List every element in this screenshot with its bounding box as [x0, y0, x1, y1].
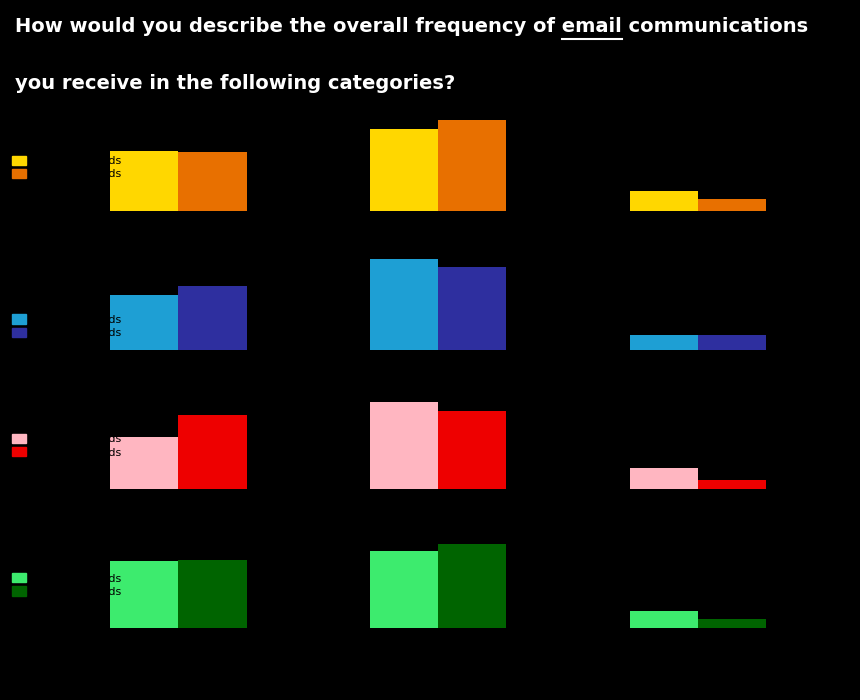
Text: How would you describe the overall frequency of email communications: How would you describe the overall frequ… — [15, 17, 808, 36]
Legend: 18-34-year-olds, 35-49-year-olds: 18-34-year-olds, 35-49-year-olds — [12, 434, 122, 458]
Text: 39.6%: 39.6% — [192, 272, 233, 285]
Text: How would you describe the overall frequency of: How would you describe the overall frequ… — [15, 17, 562, 36]
Bar — [370, 259, 438, 350]
Text: 51.2%: 51.2% — [452, 253, 493, 266]
Bar — [630, 468, 697, 489]
Bar — [630, 191, 697, 211]
Bar — [697, 335, 766, 350]
Bar — [179, 286, 247, 350]
Bar — [438, 267, 507, 350]
Text: RETAIL: RETAIL — [7, 100, 87, 120]
Text: 56.5%: 56.5% — [384, 244, 425, 258]
Text: 50.7%: 50.7% — [384, 115, 425, 127]
Legend: 18-34-year-olds, 35-49-year-olds: 18-34-year-olds, 35-49-year-olds — [12, 573, 122, 596]
Legend: 18-34-year-olds, 35-49-year-olds: 18-34-year-olds, 35-49-year-olds — [12, 155, 122, 179]
Text: FINANCIAL: FINANCIAL — [7, 237, 132, 256]
Bar — [697, 199, 766, 211]
Text: 33.9%: 33.9% — [124, 281, 165, 294]
Text: Not frequent enough: Not frequent enough — [640, 631, 756, 640]
Text: Too frequent: Too frequent — [144, 491, 213, 502]
Text: Not frequent enough: Not frequent enough — [640, 353, 756, 363]
Text: 41.8%: 41.8% — [124, 547, 165, 559]
Bar — [110, 295, 179, 350]
Text: SERVICES: SERVICES — [7, 272, 120, 293]
Bar — [697, 619, 766, 629]
Text: 9.2%: 9.2% — [716, 321, 748, 334]
Text: 5.8%: 5.8% — [716, 605, 748, 617]
Text: The right amount: The right amount — [390, 491, 487, 502]
Bar — [370, 402, 438, 489]
Legend: 18-34-year-olds, 35-49-year-olds: 18-34-year-olds, 35-49-year-olds — [12, 314, 122, 338]
Bar — [179, 561, 247, 629]
Text: 36.2%: 36.2% — [192, 138, 233, 151]
Bar — [179, 153, 247, 211]
Text: Too frequent: Too frequent — [144, 214, 213, 223]
Text: 10.6%: 10.6% — [643, 597, 684, 610]
Bar — [630, 335, 697, 350]
Text: 7.2%: 7.2% — [716, 185, 748, 198]
Text: 13.4%: 13.4% — [643, 454, 684, 466]
Bar — [110, 561, 179, 629]
Text: 52.2%: 52.2% — [452, 530, 493, 542]
Text: 5.8%: 5.8% — [716, 466, 748, 479]
Text: Too frequent: Too frequent — [144, 631, 213, 640]
Text: Not frequent enough: Not frequent enough — [640, 491, 756, 502]
Text: The right amount: The right amount — [390, 631, 487, 640]
Bar — [110, 437, 179, 489]
Text: 48.3%: 48.3% — [452, 397, 493, 410]
Bar — [370, 129, 438, 211]
Text: INSURANCE: INSURANCE — [7, 378, 143, 398]
Text: The right amount: The right amount — [390, 214, 487, 223]
Text: TELECOM: TELECOM — [7, 517, 116, 538]
Text: 37.0%: 37.0% — [124, 136, 165, 150]
Bar — [370, 552, 438, 629]
Text: you receive in the following categories?: you receive in the following categories? — [15, 74, 456, 92]
Bar — [438, 411, 507, 489]
Bar — [179, 415, 247, 489]
Text: 54.1%: 54.1% — [384, 387, 425, 400]
Text: The right amount: The right amount — [390, 353, 487, 363]
Bar — [438, 120, 507, 211]
Text: Too frequent: Too frequent — [144, 353, 213, 363]
Bar — [630, 611, 697, 629]
Text: How would you describe the overall frequency of email: How would you describe the overall frequ… — [15, 17, 623, 36]
Text: 12.3%: 12.3% — [643, 177, 684, 190]
Text: 45.9%: 45.9% — [192, 400, 233, 414]
Text: 32.5%: 32.5% — [124, 422, 165, 435]
Text: 42.0%: 42.0% — [192, 546, 233, 559]
Text: Not frequent enough: Not frequent enough — [640, 214, 756, 223]
Text: 9.6%: 9.6% — [648, 321, 680, 333]
Bar — [438, 544, 507, 629]
Text: How would you describe the overall frequency of email communications: How would you describe the overall frequ… — [15, 17, 808, 36]
Text: 56.5%: 56.5% — [452, 105, 493, 118]
Text: 47.6%: 47.6% — [384, 537, 425, 550]
Bar — [110, 151, 179, 211]
Text: Quad.: Quad. — [710, 659, 830, 692]
Bar — [697, 480, 766, 489]
